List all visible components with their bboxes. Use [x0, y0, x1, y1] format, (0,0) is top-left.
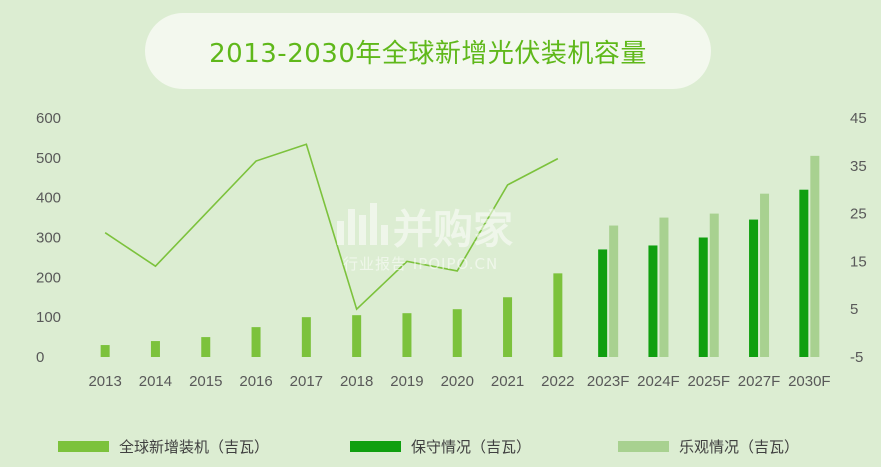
- y-tick-label-left: 200: [36, 269, 61, 286]
- x-tick-label: 2023F: [587, 373, 630, 390]
- x-tick-label: 2025F: [687, 373, 730, 390]
- x-tick-label: 2021: [491, 373, 524, 390]
- y-tick-label-left: 300: [36, 230, 61, 247]
- y-tick-label-left: 0: [36, 349, 44, 366]
- bar-conservative: [749, 219, 759, 357]
- y-axis-left: 0 100 200 300 400 500 600: [36, 110, 61, 366]
- bar-new-installed: [503, 297, 513, 357]
- bar-conservative: [648, 245, 658, 357]
- x-tick-label: 2027F: [738, 373, 781, 390]
- y-tick-label-right: 15: [850, 253, 867, 270]
- legend-swatch-optimistic: [618, 440, 669, 452]
- bar-new-installed: [201, 337, 211, 357]
- bar-new-installed: [402, 313, 412, 357]
- x-tick-label: 2015: [189, 373, 222, 390]
- legend-swatch-conservative: [350, 440, 401, 452]
- bar-optimistic: [810, 155, 820, 357]
- legend-item-new: 全球新增装机（吉瓦）: [58, 436, 269, 456]
- x-tick-label: 2024F: [637, 373, 680, 390]
- bar-new-installed: [251, 327, 261, 357]
- y-axis-right: -5 5 15 25 35 45: [850, 110, 867, 366]
- bar-conservative: [799, 189, 809, 357]
- x-tick-label: 2019: [390, 373, 423, 390]
- x-tick-label: 2013: [88, 373, 121, 390]
- y-tick-label-right: -5: [850, 349, 863, 366]
- chart-canvas: 0 100 200 300 400 500 600 -5 5 15 25 35 45 2013 2014…: [36, 110, 867, 390]
- legend-item-conservative: 保守情况（吉瓦）: [350, 436, 531, 456]
- legend-label-conservative: 保守情况（吉瓦）: [411, 437, 532, 456]
- legend-swatch-new: [58, 440, 109, 452]
- bar-new-installed: [452, 309, 462, 357]
- y-tick-label-right: 35: [850, 158, 867, 175]
- bar-new-installed: [150, 341, 160, 357]
- x-tick-label: 2018: [340, 373, 373, 390]
- legend-label-optimistic: 乐观情况（吉瓦）: [679, 437, 800, 456]
- bar-optimistic: [659, 217, 669, 357]
- chart-title-pill: 2013-2030年全球新增光伏装机容量: [145, 13, 711, 89]
- x-tick-label: 2017: [290, 373, 323, 390]
- bar-conservative: [598, 249, 608, 357]
- line-series: [104, 143, 559, 311]
- chart-title: 2013-2030年全球新增光伏装机容量: [209, 38, 647, 69]
- y-tick-label-left: 600: [36, 110, 61, 127]
- x-tick-label: 2016: [239, 373, 272, 390]
- bar-optimistic: [709, 213, 719, 357]
- x-tick-label: 2020: [441, 373, 474, 390]
- bar-conservative: [698, 237, 708, 357]
- line-series-path: [104, 143, 559, 311]
- y-tick-label-left: 100: [36, 309, 61, 326]
- legend-item-optimistic: 乐观情况（吉瓦）: [618, 436, 799, 456]
- bar-new-installed: [553, 273, 563, 357]
- y-tick-label-right: 45: [850, 110, 867, 127]
- bar-new-installed: [100, 345, 110, 357]
- bar-optimistic: [760, 193, 770, 357]
- legend-label-new: 全球新增装机（吉瓦）: [119, 437, 270, 456]
- y-tick-label-right: 25: [850, 206, 867, 223]
- x-tick-label: 2022: [541, 373, 574, 390]
- y-tick-label-left: 400: [36, 190, 61, 207]
- bar-new-installed: [301, 317, 311, 357]
- y-tick-label-left: 500: [36, 150, 61, 167]
- bar-new-installed: [352, 315, 362, 357]
- bars: [100, 155, 820, 357]
- y-tick-label-right: 5: [850, 301, 858, 318]
- x-tick-label: 2014: [139, 373, 172, 390]
- x-axis: 2013 2014 2015 2016 2017 2018 2019 2020 2021 2022…: [88, 373, 830, 390]
- x-tick-label: 2030F: [788, 373, 831, 390]
- bar-optimistic: [609, 225, 619, 357]
